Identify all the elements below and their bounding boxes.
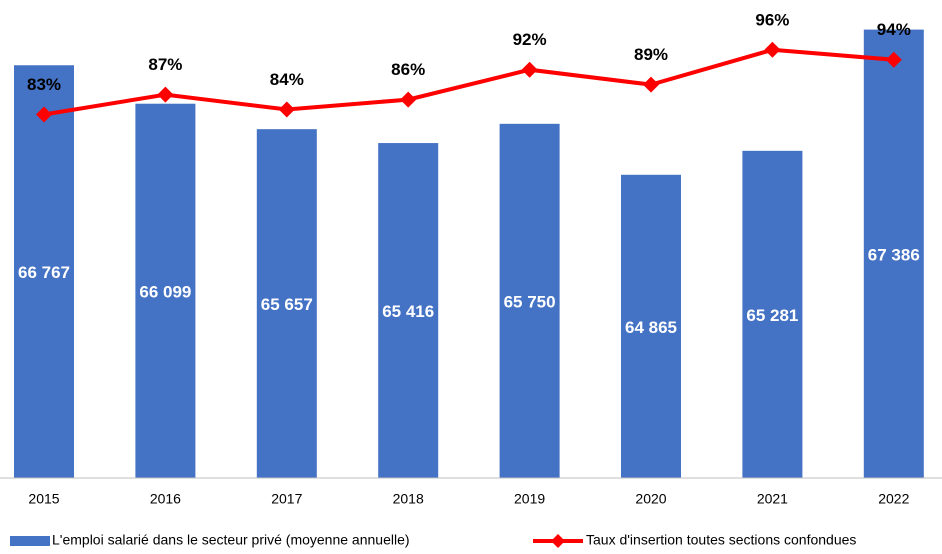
line-value-label: 87% [148,55,182,74]
line-value-label: 86% [391,60,425,79]
bar-value-label: 65 416 [382,302,434,321]
marker [36,106,52,123]
marker [278,101,295,118]
bar-value-label: 65 750 [504,292,556,311]
marker [521,61,538,78]
bar [378,143,439,479]
line-value-label: 96% [755,10,789,29]
line [43,47,894,117]
bar [863,29,924,479]
bar [742,150,803,478]
line-value-label: 89% [634,45,668,64]
legend-marker [551,534,565,548]
legend-label: Taux d'insertion toutes sections confond… [586,532,856,548]
bar-value-label: 66 767 [18,263,70,282]
x-tick-label: 2021 [757,491,788,507]
x-tick-label: 2017 [271,491,302,507]
line-value-label: 92% [513,30,547,49]
bar-value-label: 64 865 [625,318,677,337]
x-tick-label: 2016 [150,491,181,507]
line-value-label: 83% [27,75,61,94]
x-tick-label: 2015 [28,491,59,507]
bar [621,174,681,478]
legend-swatch [10,536,50,546]
line-value-label: 94% [877,20,911,39]
bar-value-label: 66 099 [139,282,191,301]
x-tick-label: 2020 [635,491,666,507]
bar [499,123,560,478]
bar-value-label: 65 281 [746,306,798,325]
x-tick-label: 2022 [878,491,909,507]
bar-value-label: 67 386 [868,245,920,264]
marker [885,51,902,68]
marker [157,86,174,103]
bar [135,103,196,478]
marker [764,41,781,58]
legend-label: L'emploi salarié dans le secteur privé (… [52,532,410,548]
x-tick-label: 2018 [393,491,424,507]
x-tick-label: 2019 [514,491,545,507]
marker [643,76,659,93]
line-value-label: 84% [270,70,304,89]
bar-value-label: 65 657 [261,295,313,314]
bar [256,129,317,479]
marker [400,91,417,108]
bar [14,65,74,478]
